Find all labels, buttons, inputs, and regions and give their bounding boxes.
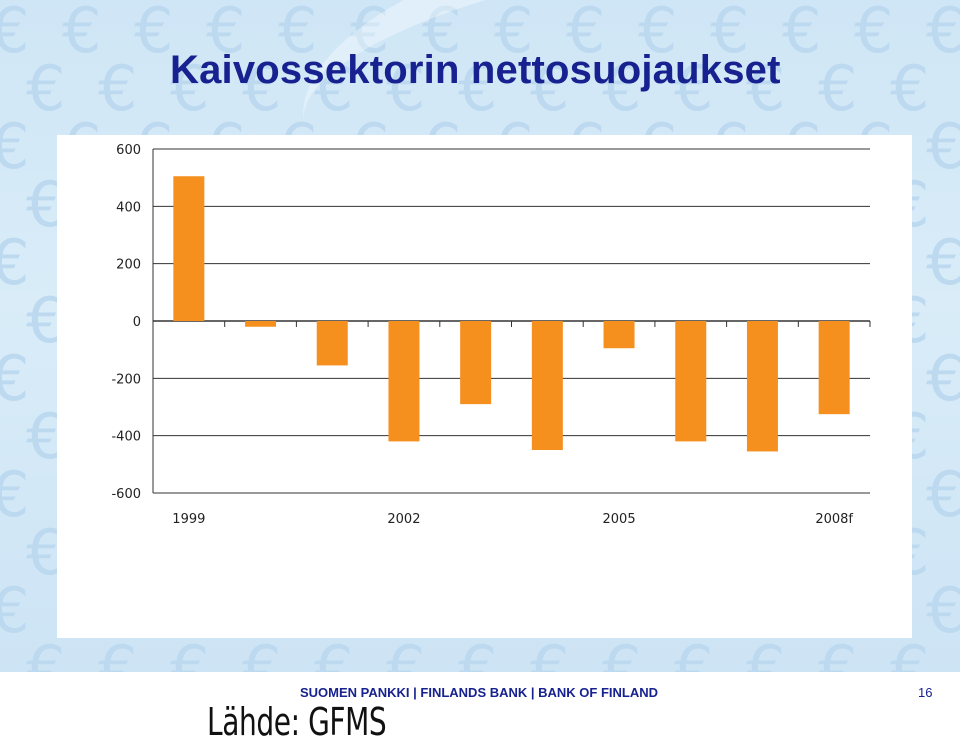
svg-text:€: € (890, 52, 929, 125)
svg-text:€: € (242, 52, 281, 125)
svg-text:€: € (890, 632, 929, 672)
y-tick-label: -400 (111, 430, 141, 445)
svg-text:€: € (638, 0, 677, 67)
svg-text:€: € (0, 342, 29, 415)
bar (531, 321, 563, 450)
bar (603, 321, 635, 349)
svg-text:€: € (386, 52, 425, 125)
svg-text:€: € (926, 226, 960, 299)
page-number: 16 (918, 685, 933, 700)
svg-text:€: € (170, 52, 209, 125)
x-tick-label: 2005 (603, 512, 636, 527)
bar (675, 321, 707, 442)
svg-text:€: € (782, 0, 821, 67)
svg-text:€: € (746, 52, 785, 125)
x-tick-label: 2002 (387, 512, 420, 527)
svg-text:€: € (818, 52, 857, 125)
svg-text:€: € (98, 52, 137, 125)
svg-text:€: € (458, 52, 497, 125)
bar (388, 321, 420, 442)
x-tick-label: 2008f (815, 512, 853, 527)
svg-text:€: € (530, 632, 569, 672)
svg-text:€: € (0, 110, 29, 183)
x-tick-label: 1999 (172, 512, 205, 527)
y-tick-label: 200 (116, 258, 141, 273)
bar (460, 321, 492, 405)
svg-text:€: € (854, 0, 893, 67)
footer-bar (0, 672, 960, 703)
svg-text:€: € (674, 52, 713, 125)
y-tick-label: 600 (116, 143, 141, 158)
svg-text:€: € (350, 0, 389, 67)
bar (746, 321, 778, 452)
svg-text:€: € (0, 226, 29, 299)
svg-text:€: € (566, 0, 605, 67)
svg-text:€: € (62, 0, 101, 67)
svg-text:€: € (926, 458, 960, 531)
svg-text:€: € (98, 632, 137, 672)
svg-text:€: € (314, 52, 353, 125)
svg-text:€: € (422, 0, 461, 67)
svg-text:€: € (926, 0, 960, 67)
slide-title: Kaivossektorin nettosuojaukset (170, 48, 781, 92)
svg-text:€: € (170, 632, 209, 672)
svg-text:€: € (0, 574, 29, 647)
svg-text:€: € (530, 52, 569, 125)
svg-text:€: € (386, 632, 425, 672)
svg-text:€: € (602, 52, 641, 125)
svg-text:€: € (242, 632, 281, 672)
bar (173, 176, 205, 321)
footer-text: SUOMEN PANKKI | FINLANDS BANK | BANK OF … (300, 685, 659, 700)
svg-text:€: € (278, 0, 317, 67)
source-label: Lähde: GFMS (207, 700, 387, 744)
svg-text:€: € (0, 0, 29, 67)
svg-text:€: € (314, 632, 353, 672)
bar-chart: 600 400 200 0 -200 -400 -600 1999 2002 2005 2008f (111, 143, 871, 527)
svg-text:€: € (818, 632, 857, 672)
chart-panel: 600 400 200 0 -200 -400 -600 1999 2002 2005 2008f … (57, 135, 912, 744)
bar (245, 321, 277, 327)
svg-text:€: € (458, 632, 497, 672)
bar (316, 321, 348, 366)
y-tick-label: 400 (116, 200, 141, 215)
y-tick-label: -600 (111, 487, 141, 502)
svg-text:€: € (0, 458, 29, 531)
bar (818, 321, 850, 415)
svg-text:€: € (926, 574, 960, 647)
svg-text:€: € (134, 0, 173, 67)
y-tick-label: -200 (111, 372, 141, 387)
svg-text:€: € (206, 0, 245, 67)
svg-text:€: € (674, 632, 713, 672)
svg-text:€: € (926, 342, 960, 415)
svg-text:€: € (602, 632, 641, 672)
svg-text:€: € (710, 0, 749, 67)
svg-text:€: € (926, 110, 960, 183)
svg-text:€: € (494, 0, 533, 67)
svg-text:€: € (26, 632, 65, 672)
svg-text:€: € (746, 632, 785, 672)
y-tick-label: 0 (133, 315, 141, 330)
svg-text:€: € (26, 52, 65, 125)
